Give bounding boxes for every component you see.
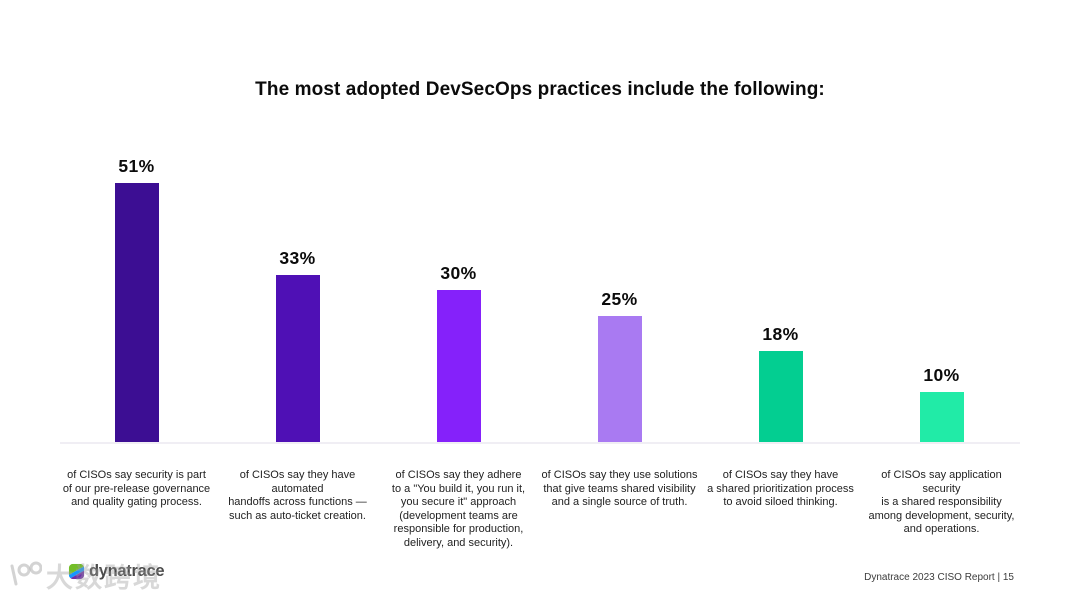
dynatrace-logo-icon [68,563,85,580]
bar [114,183,159,443]
bar-value-label: 30% [440,263,477,283]
bar [919,392,964,443]
bar-description: of CISOs say they use solutions that give… [541,469,698,508]
bar-value-label: 25% [601,289,638,309]
bar-group: 30% of CISOs say they adhere to a "You bui… [378,0,539,549]
bar-group: 25% of CISOs say they use solutions that g… [539,0,700,508]
bar-description: of CISOs say they adhere to a "You build … [391,469,526,549]
bar-group: 18% of CISOs say they have a shared priori… [700,0,861,508]
bar [758,351,803,443]
bar-chart: 51% of CISOs say security is part of our p… [56,0,1022,549]
bar-group: 33% of CISOs say they have automated hando… [217,0,378,522]
bar-description: of CISOs say they have automated handoffs… [228,469,367,522]
dynatrace-logo-text: dynatrace [89,562,165,580]
bar-description: of CISOs say security is part of our pre-… [62,469,211,508]
dynatrace-logo: dynatrace [68,562,165,581]
bar [275,275,320,443]
bar-group: 10% of CISOs say application security is a… [861,0,1022,535]
bar [597,316,642,443]
bar [436,290,481,443]
chart-title: The most adopted DevSecOps practices inc… [255,79,825,100]
bar-group: 51% of CISOs say security is part of our p… [56,0,217,508]
bar-value-label: 10% [923,365,960,385]
bar-value-label: 18% [762,324,799,344]
report-footer-label: Dynatrace 2023 CISO Report | 15 [864,572,1014,583]
bar-value-label: 33% [279,248,316,268]
bar-description: of CISOs say they have a shared prioritiz… [707,469,854,508]
bar-description: of CISOs say application security is a sh… [868,469,1015,535]
axis-baseline [60,442,1020,444]
bar-value-label: 51% [118,156,155,176]
watermark-logo-icon [6,558,43,593]
